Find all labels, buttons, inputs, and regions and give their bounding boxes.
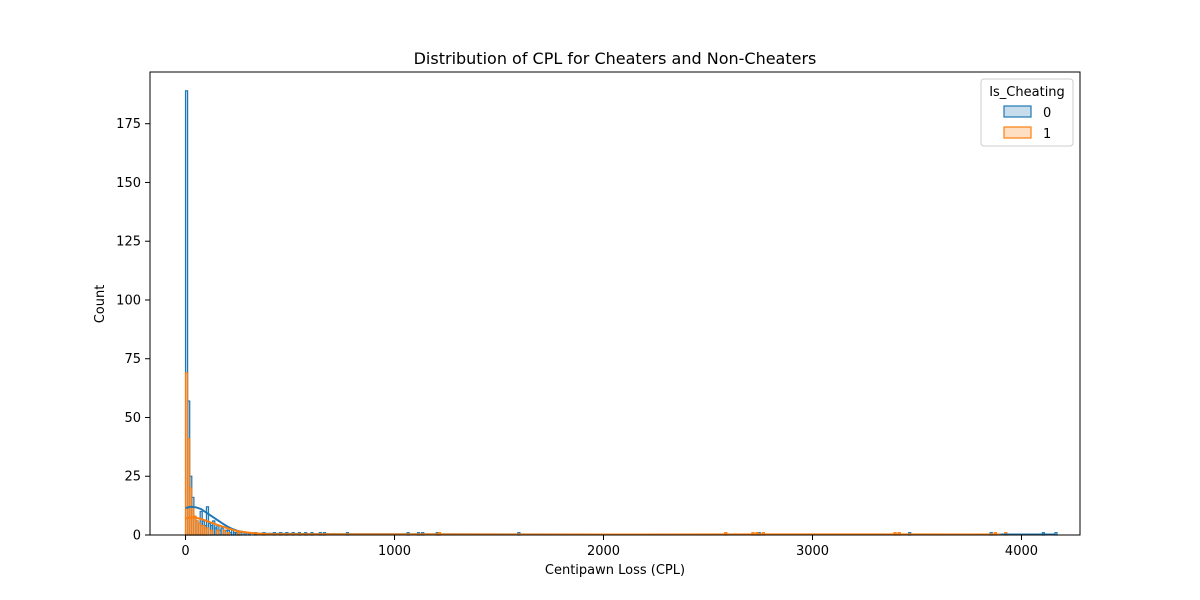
x-axis-title: Centipawn Loss (CPL) — [545, 563, 685, 578]
legend-title: Is_Cheating — [989, 85, 1065, 100]
plot-frame — [149, 71, 1081, 536]
y-tick-label: 50 — [124, 411, 141, 426]
kde-line-series-1 — [185, 516, 1001, 536]
legend-swatch-1 — [1003, 126, 1032, 139]
y-tick-label: 100 — [116, 293, 141, 308]
y-tick-label: 175 — [116, 117, 141, 132]
x-tick-label: 0 — [181, 544, 189, 559]
y-axis: 0 25 50 75 100 125 150 175 — [116, 117, 150, 544]
legend-label-1: 1 — [1043, 127, 1051, 142]
y-tick-label: 25 — [124, 470, 141, 485]
y-tick-label: 150 — [116, 176, 141, 191]
x-tick-label: 3000 — [796, 544, 829, 559]
y-tick-label: 0 — [133, 529, 141, 544]
y-tick-label: 125 — [116, 235, 141, 250]
bar-series-1-12 — [216, 529, 220, 536]
legend-swatch-0 — [1003, 105, 1032, 118]
x-tick-label: 4000 — [1005, 544, 1038, 559]
y-axis-title: Count — [93, 285, 108, 324]
x-axis: 0 1000 2000 3000 4000 — [181, 535, 1038, 559]
x-tick-label: 1000 — [378, 544, 411, 559]
x-tick-label: 2000 — [587, 544, 620, 559]
legend-label-0: 0 — [1043, 106, 1051, 121]
bar-series-1-13 — [222, 529, 226, 536]
bar-series-1-11 — [210, 529, 214, 536]
legend: Is_Cheating 0 1 — [980, 78, 1074, 147]
chart-title: Distribution of CPL for Cheaters and Non… — [414, 49, 817, 68]
y-tick-label: 75 — [124, 352, 141, 367]
bar-series-1-10 — [205, 527, 210, 536]
